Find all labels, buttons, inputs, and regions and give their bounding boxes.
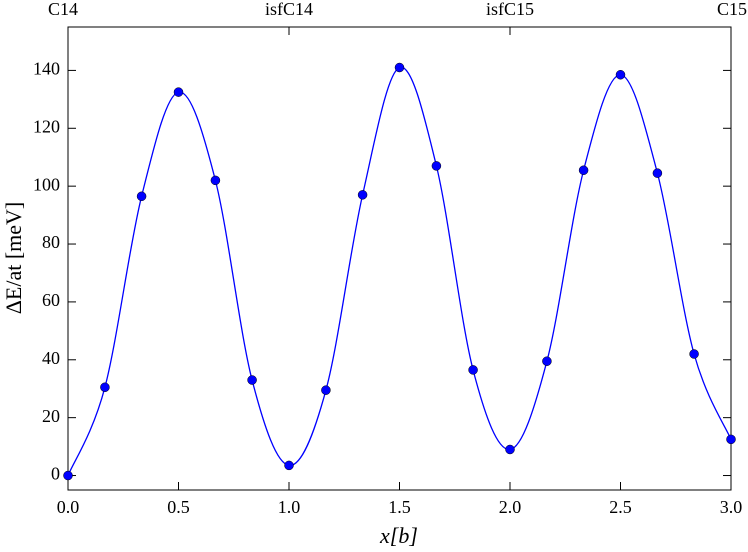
marker <box>321 385 331 395</box>
marker <box>357 190 368 200</box>
top-label: isfC15 <box>486 0 534 19</box>
top-label: C14 <box>48 0 78 19</box>
y-tick-label: 80 <box>42 232 60 252</box>
marker <box>689 349 699 359</box>
x-tick-label: 0.5 <box>167 497 190 517</box>
marker <box>615 69 626 80</box>
marker <box>284 460 294 471</box>
x-tick-label: 2.0 <box>499 497 522 517</box>
y-axis-label: ΔE/at [meV] <box>1 202 26 315</box>
marker <box>173 87 184 97</box>
marker <box>431 161 442 171</box>
y-tick-label: 0 <box>51 464 60 484</box>
y-tick-label: 20 <box>42 406 60 426</box>
x-tick-label: 0.0 <box>57 497 80 517</box>
y-tick-label: 100 <box>33 174 60 194</box>
marker <box>652 168 663 178</box>
marker <box>726 434 736 445</box>
marker <box>247 375 257 385</box>
x-tick-label: 3.0 <box>720 497 743 517</box>
marker <box>100 382 110 393</box>
plot-frame <box>67 26 732 491</box>
x-tick-label: 1.5 <box>388 497 411 517</box>
marker <box>63 470 73 481</box>
marker <box>394 62 405 73</box>
x-axis-label: x[b] <box>379 523 418 548</box>
marker <box>542 356 552 366</box>
y-tick-label: 120 <box>33 116 60 136</box>
marker <box>578 165 589 175</box>
marker <box>136 191 147 202</box>
y-tick-label: 60 <box>42 290 60 310</box>
top-label: C15 <box>717 0 747 19</box>
x-tick-label: 1.0 <box>278 497 301 517</box>
x-tick-label: 2.5 <box>609 497 632 517</box>
line <box>67 66 732 476</box>
y-tick-label: 140 <box>33 59 60 79</box>
marker <box>468 365 478 375</box>
marker <box>505 444 515 455</box>
marker <box>210 175 221 186</box>
y-tick-label: 40 <box>42 348 60 368</box>
top-label: isfC14 <box>265 0 313 19</box>
